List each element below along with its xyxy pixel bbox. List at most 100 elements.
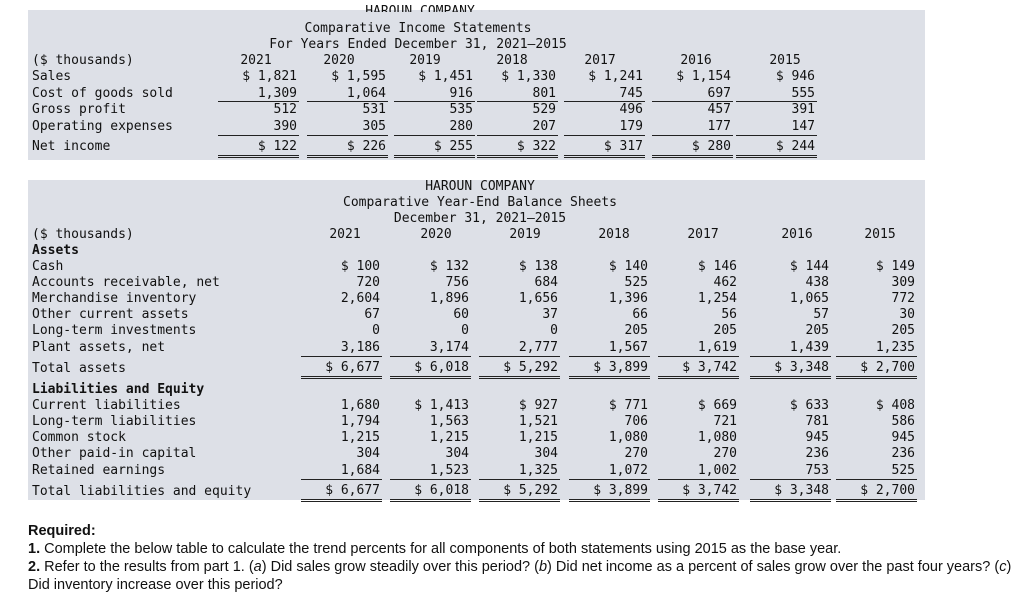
income-double-underline (394, 155, 475, 156)
balance-year-header: 2017 (687, 227, 719, 242)
asset-cell: 0 (550, 323, 558, 338)
liability-row-label: Other paid-in capital (32, 446, 197, 461)
asset-cell: 0 (372, 323, 380, 338)
income-year-header: 2021 (240, 53, 272, 68)
income-cell: 147 (791, 119, 815, 134)
income-double-underline (736, 157, 817, 158)
balance-double-underline (658, 501, 739, 502)
required-heading: Required: (28, 523, 96, 539)
income-underline (564, 101, 645, 102)
balance-underline (750, 356, 831, 357)
balance-double-underline (658, 378, 739, 379)
asset-cell: 205 (891, 323, 915, 338)
asset-cell: 438 (805, 275, 829, 290)
asset-cell: $ 132 (429, 259, 469, 274)
income-cell: 177 (707, 119, 731, 134)
income-double-underline (218, 155, 299, 156)
balance-units-label: ($ thousands) (32, 227, 134, 242)
asset-cell: 0 (461, 323, 469, 338)
income-cell: $ 1,154 (676, 69, 731, 84)
asset-cell: 30 (899, 307, 915, 322)
asset-cell: 1,567 (608, 340, 648, 355)
balance-double-underline (390, 376, 471, 377)
balance-double-underline (390, 501, 471, 502)
asset-cell: 205 (805, 323, 829, 338)
asset-row-label: Long-term investments (32, 323, 197, 338)
liabilities-heading: Liabilities and Equity (32, 382, 205, 397)
income-double-underline (477, 157, 558, 158)
item-1-text: Complete the below table to calculate th… (44, 541, 842, 557)
total-assets-cell: $ 3,899 (593, 360, 648, 375)
income-year-header: 2018 (496, 53, 528, 68)
asset-cell: 57 (813, 307, 829, 322)
balance-sheet-panel (28, 180, 925, 500)
income-company-name: HAROUN COMPANY (365, 4, 475, 12)
balance-year-header: 2015 (864, 227, 896, 242)
liability-cell: $ 771 (608, 398, 648, 413)
liability-cell: $ 408 (875, 398, 915, 413)
asset-cell: 1,254 (697, 291, 737, 306)
balance-year-header: 2016 (781, 227, 813, 242)
income-cell: 179 (619, 119, 643, 134)
balance-double-underline (836, 501, 917, 502)
liability-row-label: Current liabilities (32, 398, 181, 413)
asset-cell: 56 (721, 307, 737, 322)
income-cell: $ 1,451 (418, 69, 473, 84)
income-title: Comparative Income Statements (304, 21, 532, 36)
balance-double-underline (390, 499, 471, 500)
liability-cell: 1,072 (608, 463, 648, 478)
income-cell: 496 (619, 102, 643, 117)
income-double-underline (218, 157, 299, 158)
total-assets-cell: $ 5,292 (503, 360, 558, 375)
asset-cell: 1,896 (429, 291, 469, 306)
balance-double-underline (658, 376, 739, 377)
balance-double-underline (569, 376, 650, 377)
income-double-underline (652, 157, 733, 158)
balance-double-underline (479, 376, 560, 377)
liability-cell: $ 633 (789, 398, 829, 413)
income-cell: $ 1,595 (331, 69, 386, 84)
income-row-label: Gross profit (32, 102, 126, 117)
total-assets-cell: $ 6,018 (414, 360, 469, 375)
liability-cell: 1,684 (340, 463, 380, 478)
balance-double-underline (479, 501, 560, 502)
balance-year-header: 2018 (598, 227, 630, 242)
asset-cell: 2,777 (518, 340, 558, 355)
liability-cell: 1,794 (340, 414, 380, 429)
balance-underline (658, 356, 739, 357)
asset-cell: 67 (364, 307, 380, 322)
balance-double-underline (569, 378, 650, 379)
liability-cell: 1,563 (429, 414, 469, 429)
balance-double-underline (750, 378, 831, 379)
asset-row-label: Accounts receivable, net (32, 275, 220, 290)
liability-cell: $ 669 (697, 398, 737, 413)
total-liabilities-cell: $ 6,018 (414, 483, 469, 498)
item-1-number: 1. (28, 541, 41, 557)
income-row-label: Net income (32, 139, 111, 154)
asset-cell: 66 (632, 307, 648, 322)
income-row-label: Sales (32, 69, 72, 84)
liability-cell: $ 1,413 (414, 398, 469, 413)
income-year-header: 2015 (769, 53, 801, 68)
balance-underline (301, 479, 382, 480)
income-cell: 1,064 (346, 86, 386, 101)
income-underline (394, 101, 475, 102)
income-underline (307, 101, 388, 102)
balance-double-underline (658, 499, 739, 500)
liability-cell: 270 (713, 446, 737, 461)
balance-double-underline (836, 499, 917, 500)
total-assets-cell: $ 3,348 (774, 360, 829, 375)
liability-cell: 586 (891, 414, 915, 429)
asset-cell: 684 (534, 275, 558, 290)
total-liabilities-cell: $ 6,677 (325, 483, 380, 498)
income-cell: $ 946 (775, 69, 815, 84)
income-underline (736, 135, 817, 136)
income-year-header: 2017 (584, 53, 616, 68)
asset-cell: $ 140 (608, 259, 648, 274)
total-liabilities-label: Total liabilities and equity (32, 484, 252, 499)
liability-cell: 753 (805, 463, 829, 478)
asset-cell: 205 (713, 323, 737, 338)
liability-cell: 1,521 (518, 414, 558, 429)
income-double-underline (652, 155, 733, 156)
income-cell: $ 1,821 (242, 69, 297, 84)
